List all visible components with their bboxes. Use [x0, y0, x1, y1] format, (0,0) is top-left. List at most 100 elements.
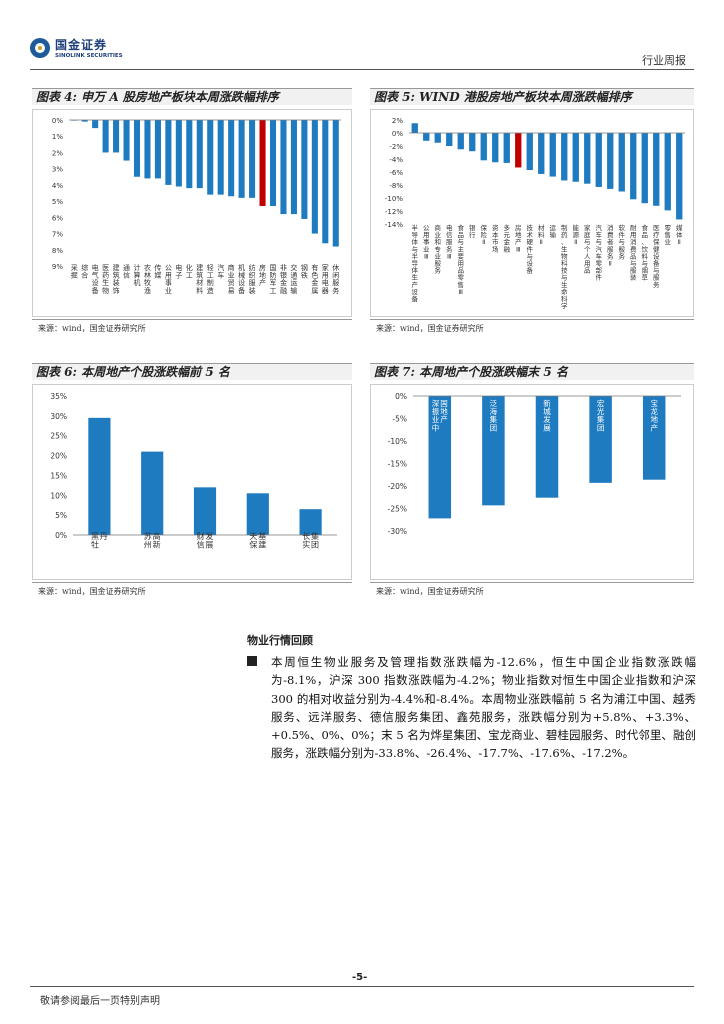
- category-label: 农林牧渔: [144, 263, 151, 295]
- bar-半导体与半导体生产设备: [411, 123, 418, 133]
- category-label: 耐用消费品与服装: [630, 224, 637, 282]
- y-tick-label: 0%: [52, 117, 63, 125]
- y-tick-label: -30%: [388, 527, 407, 536]
- y-tick-label: 4%: [52, 182, 63, 190]
- bar-新黑牡丹: [88, 417, 111, 535]
- category-label: 机械设备: [238, 263, 245, 295]
- bar-传媒: [154, 120, 161, 179]
- category-label: 国防军工: [270, 264, 277, 295]
- report-type: 行业周报: [642, 54, 686, 67]
- bar-商业贸易: [228, 120, 235, 197]
- y-tick-label: 10%: [50, 491, 67, 500]
- category-label: 银行: [469, 223, 476, 239]
- bar-深振业中国地产: [428, 396, 452, 519]
- bar-国防军工: [269, 120, 277, 206]
- category-label: 零售业: [665, 224, 672, 246]
- bar-汽车: [217, 120, 224, 195]
- category-label: 建筑材料: [196, 263, 203, 295]
- figure-7-source: 来源：wind，国金证券研究所: [376, 587, 484, 596]
- bar-资本市场: [492, 133, 499, 163]
- bar-建筑材料: [196, 120, 203, 189]
- figure-7-chart: 0% -5% -10% -15% -20% -25% -30% 深振业中 国地产 泛海集团 新城发展…: [370, 384, 694, 580]
- category-label: 电气设备: [92, 263, 99, 295]
- category-label: 食品与主要用品零售 Ⅲ: [458, 223, 465, 296]
- category-label: 长实: [302, 531, 310, 550]
- category-label: 宏光集团: [597, 398, 605, 432]
- figure-5-chart: 2% 0% -2% -4% -6% -8% -10% -12% -14% 半导体与半导体生产设备公…: [370, 109, 694, 317]
- category-label: 宝龙地产: [650, 398, 658, 432]
- bar-医药生物: [102, 120, 109, 153]
- figure-6-source-line: [32, 582, 352, 583]
- bar-医疗保健设备与服务: [653, 133, 660, 206]
- bar-泛海集团: [482, 396, 505, 506]
- category-label: 交通运输: [290, 263, 297, 295]
- category-label: 商业和专业服务: [435, 223, 442, 275]
- bar-化工: [186, 120, 193, 189]
- category-label: 纺织服装: [249, 263, 256, 295]
- category-label: 制药、生物科技与生命科学: [561, 223, 568, 310]
- y-tick-label: 1%: [52, 133, 63, 141]
- figure-5-source: 来源：wind，国金证券研究所: [376, 324, 484, 333]
- figure-5-svg: 2% 0% -2% -4% -6% -8% -10% -12% -14% 半导体与半导体生产设备公…: [385, 117, 685, 310]
- y-tick-label: 15%: [50, 471, 67, 480]
- bullet-icon: [247, 656, 257, 666]
- category-label: 媒体 Ⅱ: [676, 223, 683, 246]
- bar-家庭与个人用品: [584, 133, 591, 184]
- bar-新城发展: [535, 396, 559, 498]
- category-label: 运输: [550, 224, 557, 239]
- y-tick-label: 35%: [50, 392, 67, 401]
- bar-公用事业Ⅲ: [423, 133, 430, 141]
- bar-银行: [469, 133, 476, 152]
- bar-多元金融: [503, 133, 510, 163]
- y-tick-label: 9%: [52, 263, 63, 271]
- bar-综合: [81, 120, 88, 122]
- bar-休闲服务: [332, 120, 339, 247]
- category-label: 非银金融: [280, 263, 287, 295]
- category-label: 食品、饮料与烟草: [642, 223, 649, 282]
- y-tick-label: -20%: [388, 482, 407, 491]
- bar-食品、饮料与烟草: [641, 133, 648, 204]
- category-label: 商业贸易: [228, 263, 235, 295]
- category-label: 家用电器: [322, 263, 329, 295]
- category-label: 计算机: [134, 263, 141, 287]
- y-tick-label: 5%: [52, 198, 63, 206]
- figure-4-source: 来源：wind，国金证券研究所: [38, 324, 146, 333]
- category-label: 丹: [100, 532, 108, 541]
- bar-长实集团: [299, 509, 322, 535]
- bar-制药、生物科技与生命科学: [561, 133, 568, 181]
- category-label: 休闲服务: [332, 263, 339, 295]
- category-label: 新城发展: [543, 398, 551, 432]
- bar-商业和专业服务: [434, 133, 441, 143]
- bar-钢铁: [301, 120, 308, 219]
- figure-5-title: 图表 5: WIND 港股房地产板块本周涨跌幅排序: [370, 88, 694, 105]
- category-label: 材料 Ⅱ: [538, 223, 545, 246]
- bar-运输: [549, 133, 556, 177]
- bar-苏州高新: [141, 451, 164, 535]
- bar-电子: [175, 120, 182, 187]
- category-label: 财信: [197, 531, 205, 550]
- category-label: 轻工制造: [207, 263, 214, 295]
- category-label: 建筑装饰: [113, 263, 120, 295]
- figure-6-chart: 35% 30% 25% 20% 15% 10% 5% 0% 黑牡丹 苏州 高新 财信 发展 天保 基建 长实集…: [32, 384, 352, 580]
- bar-机械设备: [238, 120, 245, 198]
- bar-财信发展: [193, 487, 217, 535]
- category-label: 汽车: [217, 263, 224, 280]
- category-label: 软件与服务: [619, 223, 626, 260]
- category-label: 通信: [123, 263, 130, 280]
- y-tick-label: 25%: [50, 432, 67, 441]
- category-label: 家庭与个人用品: [584, 223, 591, 275]
- bar-天保基建: [246, 493, 269, 535]
- category-label: 泛海集团: [490, 398, 498, 432]
- y-tick-label: -5%: [392, 415, 407, 424]
- y-tick-label: -10%: [388, 437, 407, 446]
- figure-7-source-line: [370, 582, 694, 583]
- figure-6-title: 图表 6: 本周地产个股涨跌幅前 5 名: [32, 363, 352, 380]
- bar-轻工制造: [207, 120, 214, 195]
- bar-家用电器: [322, 120, 329, 244]
- figure-4-chart: 0% 1% 2% 3% 4% 5% 6% 7% 8% 9% 采掘 综合 电气设备 医药生物 建筑装饰 通信 计算…: [32, 109, 352, 317]
- y-tick-label: 8%: [52, 247, 63, 255]
- category-label: 天保: [249, 532, 257, 550]
- figure-7-title: 图表 7: 本周地产个股涨跌幅末 5 名: [370, 363, 694, 380]
